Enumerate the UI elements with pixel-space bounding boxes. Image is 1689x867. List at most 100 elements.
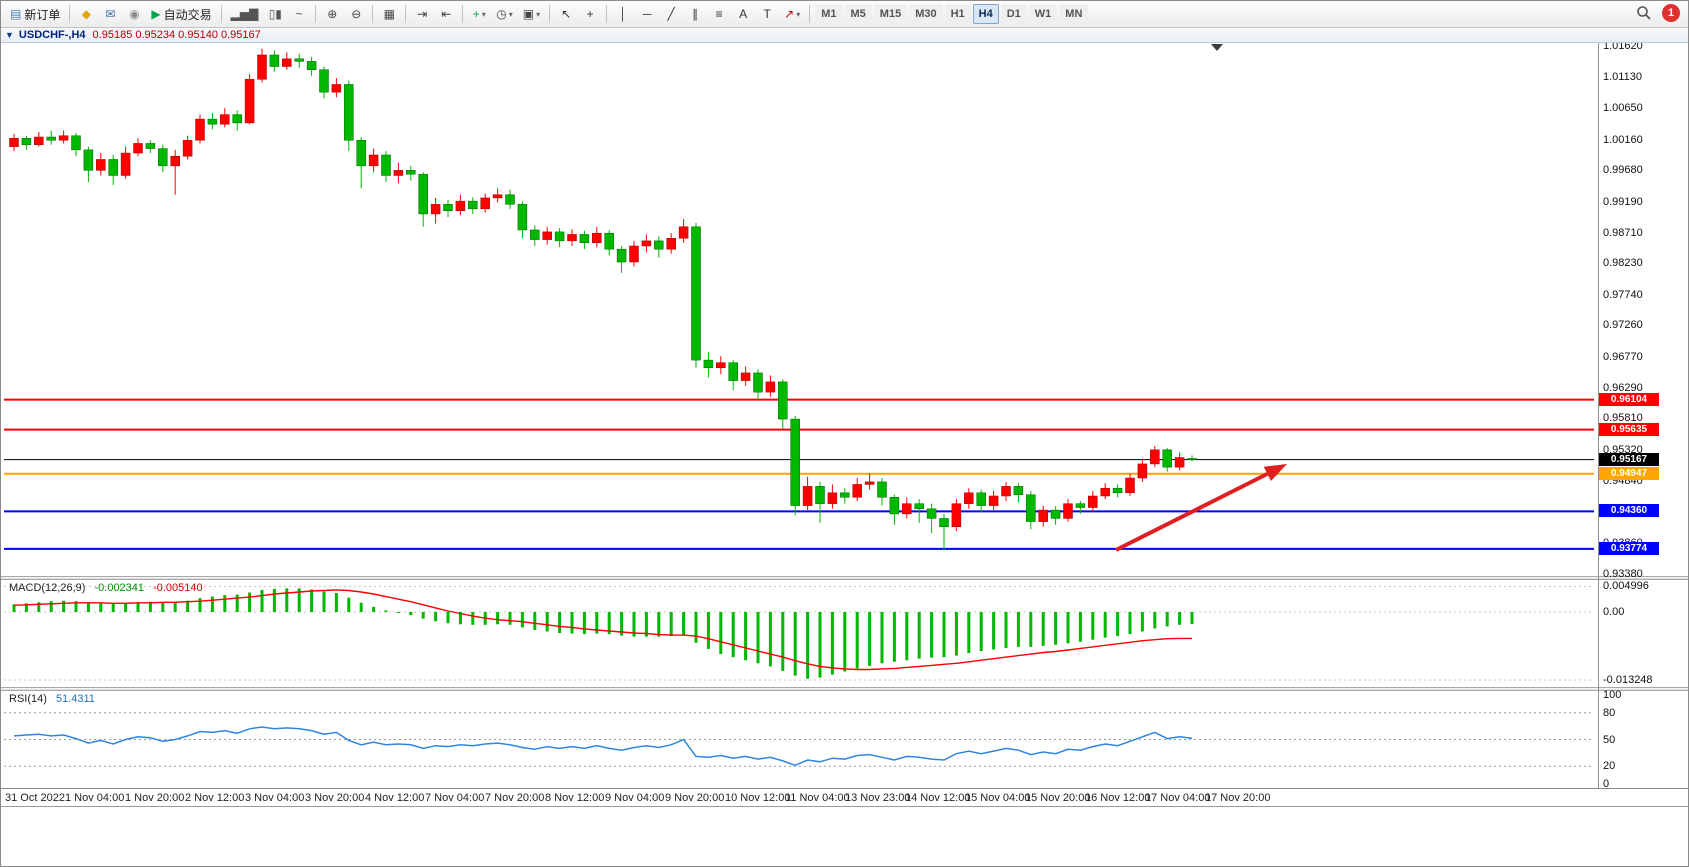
indicators-icon: + <box>472 7 480 21</box>
chart-menu-icon[interactable]: ▼ <box>5 30 14 40</box>
rsi-indicator-panel[interactable] <box>4 691 1598 788</box>
candlestick-chart-button[interactable]: ▯▮ <box>264 3 286 25</box>
horizontal-line-icon: ─ <box>642 7 652 21</box>
tile-windows-button[interactable]: ▦ <box>378 3 400 25</box>
zoom-out-button[interactable]: ⊖ <box>345 3 367 25</box>
macd-indicator-label: MACD(12,26,9) -0.002341 -0.005140 <box>9 582 203 594</box>
trend-arrow[interactable] <box>1115 464 1287 552</box>
price-axis-label: 1.00160 <box>1603 133 1643 146</box>
bar-chart-button[interactable]: ▂▅▇ <box>227 3 263 25</box>
chart-symbol-title: USDCHF-,H4 <box>18 29 86 41</box>
timeframe-m15-button[interactable]: M15 <box>873 4 908 24</box>
zoom-out-icon: ⊖ <box>351 7 362 21</box>
timeframes-button[interactable]: ◷ ▾ <box>492 3 517 25</box>
time-axis-label: 9 Nov 04:00 <box>605 792 665 804</box>
timeframe-m30-button[interactable]: M30 <box>909 4 943 24</box>
channel-icon: ∥ <box>692 7 699 21</box>
channel-button[interactable]: ∥ <box>684 3 706 25</box>
time-axis-label: 9 Nov 20:00 <box>665 792 725 804</box>
rsi-value: 51.4311 <box>55 693 95 705</box>
timeframe-h1-button[interactable]: H1 <box>944 4 971 24</box>
horizontal-line-button[interactable]: ─ <box>636 3 658 25</box>
time-axis-label: 3 Nov 04:00 <box>245 792 305 804</box>
panel-separator[interactable] <box>1 576 1688 580</box>
time-axis-label: 1 Nov 04:00 <box>65 792 125 804</box>
price-axis-label: 0.99190 <box>1603 195 1643 208</box>
toolbar-separator <box>405 5 407 23</box>
sounds-icon: ◉ <box>129 7 140 21</box>
macd-indicator-panel[interactable] <box>4 580 1598 687</box>
notification-badge[interactable]: 1 <box>1662 4 1680 22</box>
timeframe-w1-button[interactable]: W1 <box>1028 4 1058 24</box>
macd-signal-value: -0.005140 <box>153 582 203 594</box>
price-axis-label: 1.01620 <box>1603 40 1643 52</box>
price-tag: 0.96104 <box>1599 392 1659 406</box>
toolbar-separator <box>315 5 317 23</box>
toolbar-right: 1 <box>1636 4 1680 22</box>
time-axis-label: 11 Nov 04:00 <box>785 792 850 804</box>
autotrading-button[interactable]: ▶ 自动交易 <box>147 3 215 25</box>
chart-ohlc-values: 0.95185 0.95234 0.95140 0.95167 <box>92 29 261 41</box>
time-axis-label: 15 Nov 04:00 <box>965 792 1031 804</box>
timeframe-m5-button[interactable]: M5 <box>844 4 872 24</box>
trendline-icon: ╱ <box>667 7 675 21</box>
arrow-object-button[interactable]: ↗ ▾ <box>780 3 804 25</box>
timeframe-d1-button[interactable]: D1 <box>1000 4 1027 24</box>
auto-scroll-button[interactable]: ⇥ <box>411 3 433 25</box>
price-axis-label: 0.99680 <box>1603 164 1643 177</box>
new-order-button[interactable]: ▤ 新订单 <box>6 3 64 25</box>
crosshair-button[interactable]: + <box>579 3 601 25</box>
timeframe-mn-button[interactable]: MN <box>1059 4 1089 24</box>
time-axis-label: 14 Nov 12:00 <box>905 792 971 804</box>
toolbar-separator <box>549 5 551 23</box>
time-axis-separator <box>1 788 1688 789</box>
price-axis-label: 1.01130 <box>1603 71 1642 84</box>
time-axis-label: 13 Nov 23:00 <box>845 792 911 804</box>
time-axis-label: 7 Nov 20:00 <box>485 792 545 804</box>
text-button[interactable]: A <box>732 3 754 25</box>
timeframe-h4-button[interactable]: H4 <box>972 4 999 24</box>
time-axis-label: 10 Nov 12:00 <box>725 792 791 804</box>
toolbar-separator <box>372 5 374 23</box>
time-axis-label: 1 Nov 20:00 <box>125 792 185 804</box>
chevron-down-icon: ▾ <box>508 9 513 19</box>
sounds-button[interactable]: ◉ <box>123 3 145 25</box>
macd-scale-label: 0.004996 <box>1603 580 1649 593</box>
toolbar: ▤ 新订单 ◆ ✉ ◉ ▶ 自动交易 ▂▅▇ ▯▮ ~ ⊕ ⊖ ▦ ⇥ ⇤ + ▾ ◷ ▾ ▣ ▾ ↖ + │ ─ ╱ ∥ ≡ A T ↗ ▾… <box>1 1 1688 28</box>
trendline-button[interactable]: ╱ <box>660 3 682 25</box>
vertical-line-icon: │ <box>619 7 627 21</box>
candlestick-chart-icon: ▯▮ <box>268 7 282 21</box>
rsi-scale-label: 50 <box>1603 733 1616 746</box>
main-price-chart[interactable] <box>4 43 1598 576</box>
search-icon[interactable] <box>1636 5 1652 21</box>
price-axis-label: 0.97740 <box>1603 288 1643 301</box>
chevron-down-icon: ▾ <box>796 9 801 19</box>
price-axis-label: 0.93380 <box>1603 568 1643 581</box>
chart-shift-button[interactable]: ⇤ <box>435 3 457 25</box>
objects-button[interactable]: ▣ ▾ <box>519 3 544 25</box>
zoom-in-button[interactable]: ⊕ <box>321 3 343 25</box>
macd-scale-label: -0.013248 <box>1603 673 1653 686</box>
label-button[interactable]: T <box>756 3 778 25</box>
objects-icon: ▣ <box>522 7 535 21</box>
time-axis-label: 7 Nov 04:00 <box>425 792 485 804</box>
line-chart-button[interactable]: ~ <box>288 3 310 25</box>
chart-shift-marker[interactable] <box>1211 44 1223 51</box>
rsi-scale-label: 80 <box>1603 706 1616 719</box>
indicators-button[interactable]: + ▾ <box>468 3 490 25</box>
price-axis-label: 0.96290 <box>1603 381 1643 394</box>
auto-scroll-icon: ⇥ <box>417 7 428 21</box>
timeframe-m1-button[interactable]: M1 <box>815 4 843 24</box>
panel-separator[interactable] <box>1 687 1688 691</box>
timeframes-icon: ◷ <box>496 7 507 21</box>
community-button[interactable]: ✉ <box>99 3 121 25</box>
toolbar-separator <box>69 5 71 23</box>
time-axis-label: 3 Nov 20:00 <box>305 792 365 804</box>
cursor-button[interactable]: ↖ <box>555 3 577 25</box>
new-order-label: 新订单 <box>24 7 61 22</box>
fibonacci-button[interactable]: ≡ <box>708 3 730 25</box>
vertical-line-button[interactable]: │ <box>612 3 634 25</box>
macd-scale-label: 0.00 <box>1603 606 1625 618</box>
metaeditor-button[interactable]: ◆ <box>75 3 97 25</box>
rsi-scale-label: 0 <box>1603 778 1610 790</box>
